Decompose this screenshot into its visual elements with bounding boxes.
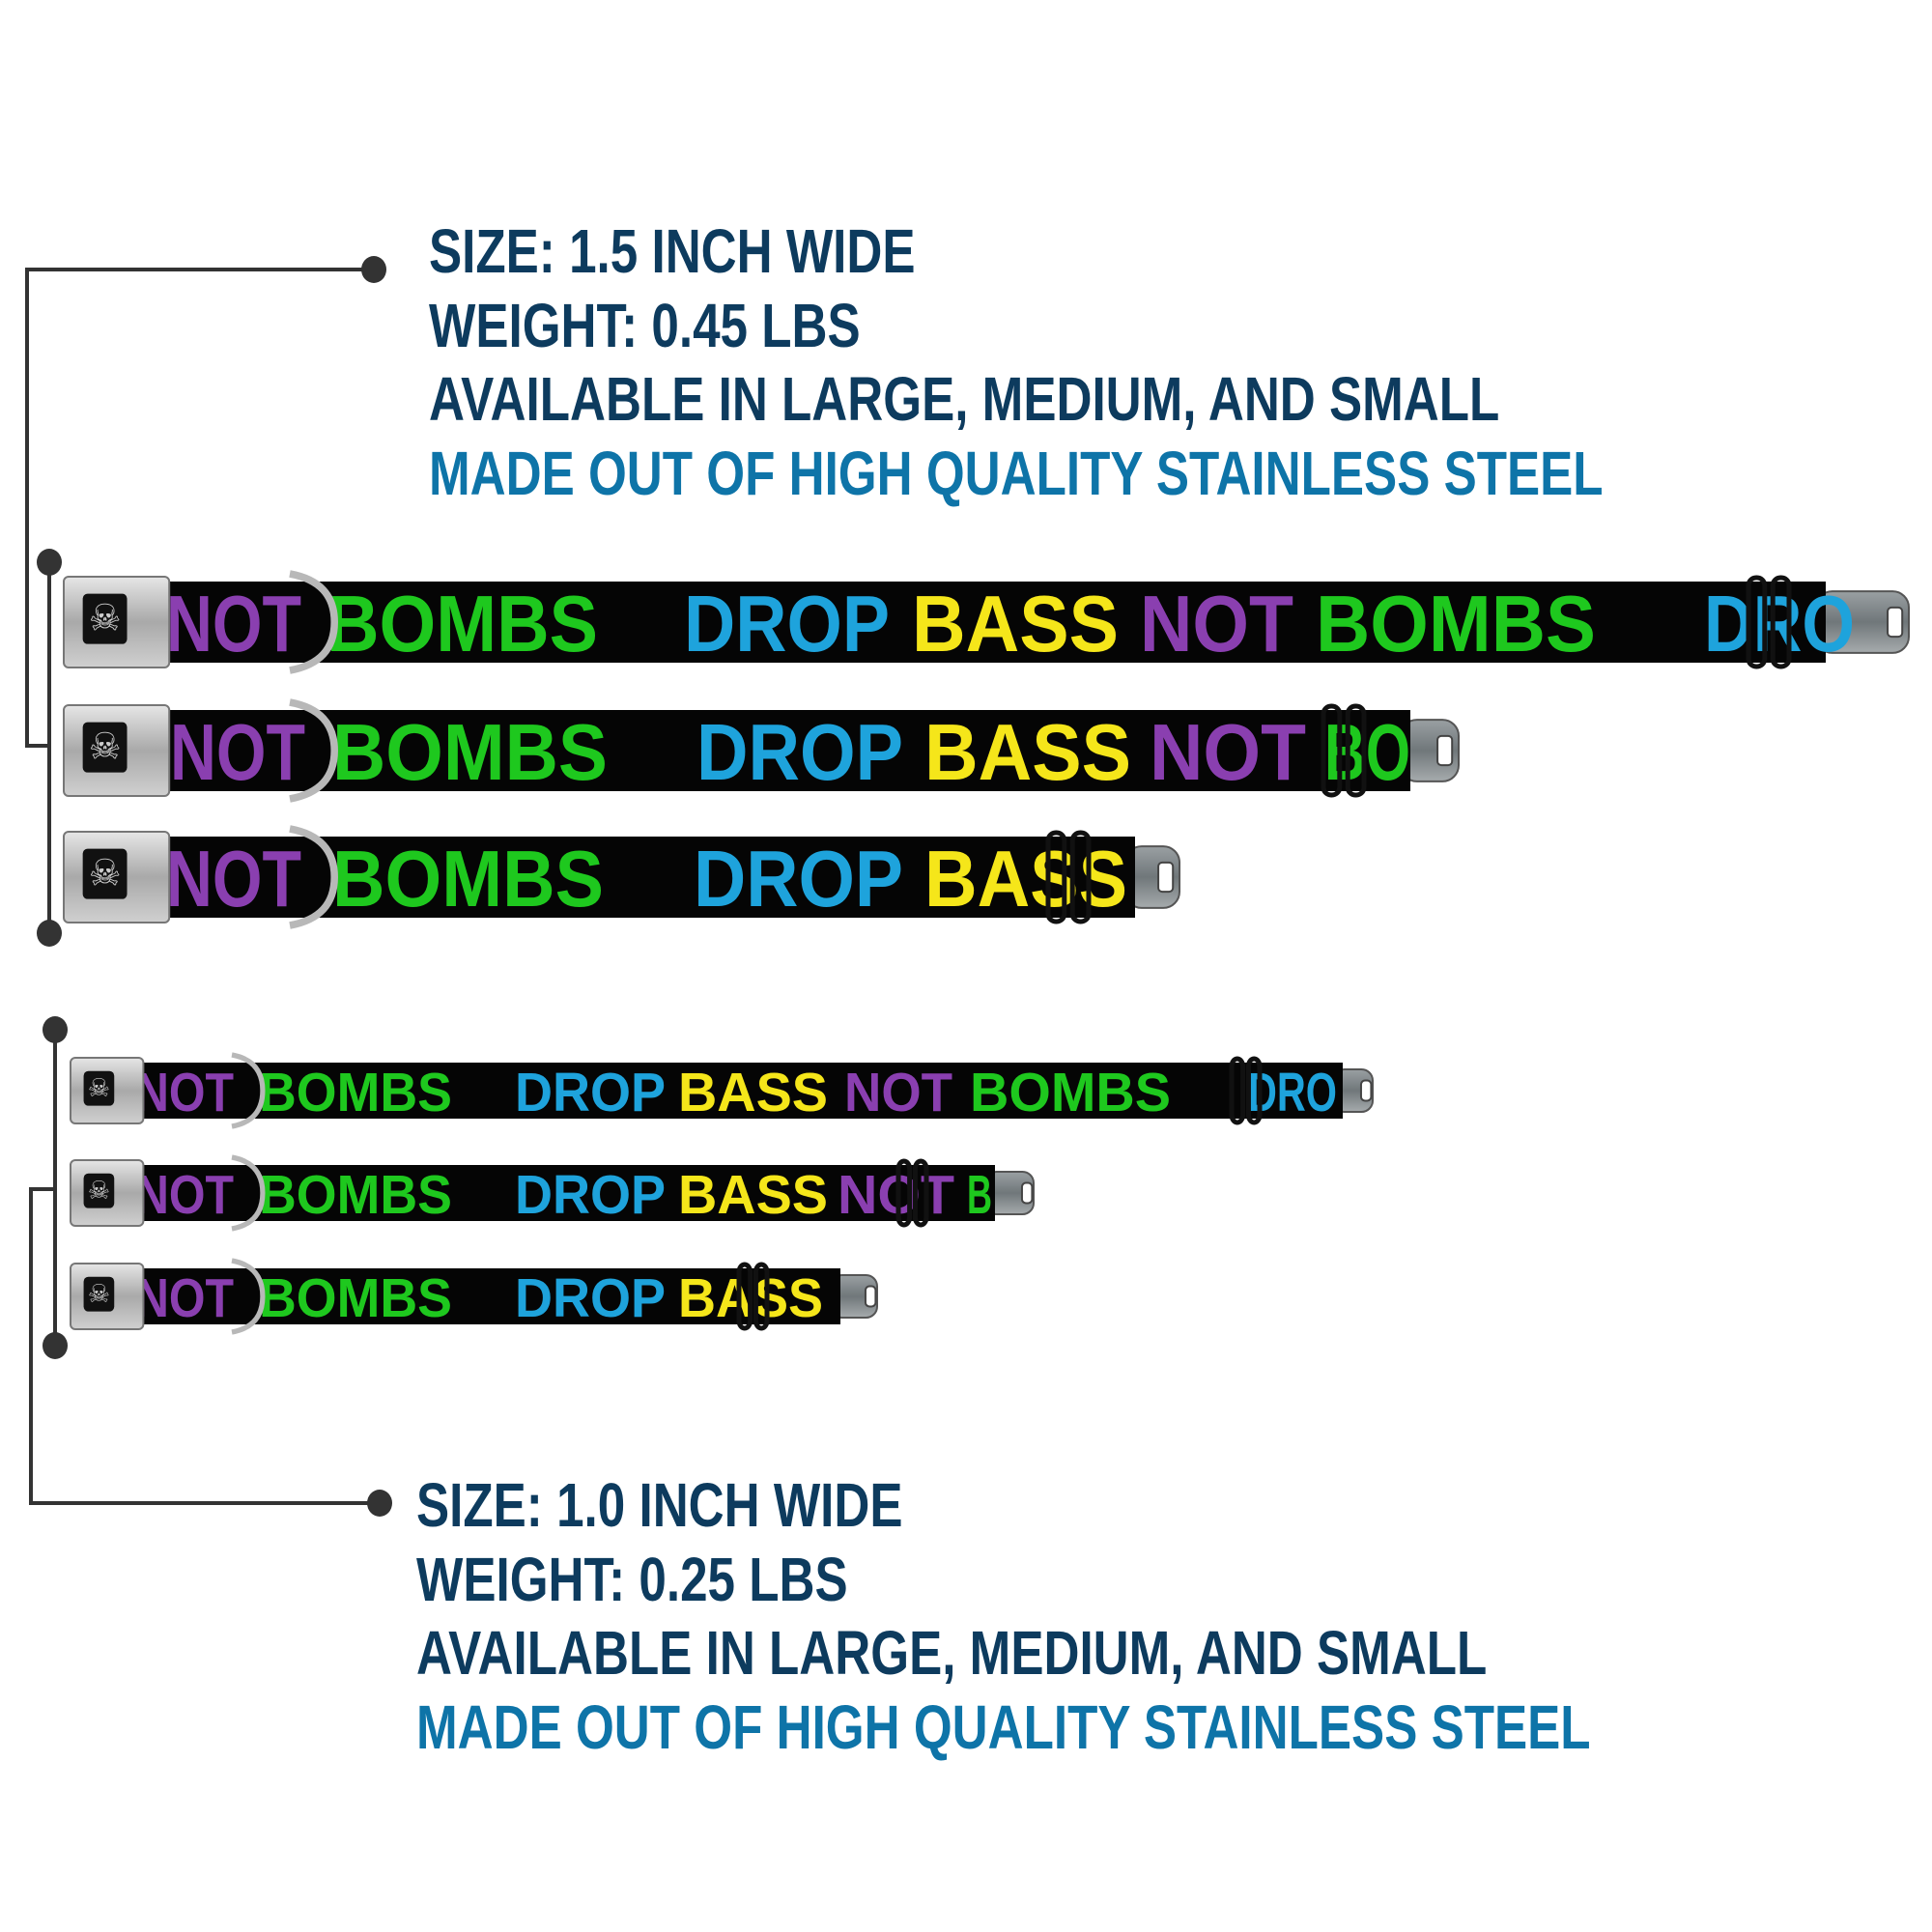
collar-print-word: NOT [166, 580, 301, 668]
top-spec-dot [361, 256, 386, 283]
tab-slot [1887, 606, 1904, 639]
spec-availability: AVAILABLE IN LARGE, MEDIUM, AND SMALL [416, 1618, 1488, 1688]
strap-keeper-loop [1245, 1056, 1263, 1125]
collar-print-word: BASS [924, 835, 1127, 923]
tab-slot [1359, 1079, 1373, 1102]
collar-print-word: NOT [1140, 580, 1293, 668]
strap-keeper-loop [1746, 575, 1768, 669]
bottom-bracket-dot-upper [43, 1016, 68, 1043]
buckle-logo-plate [83, 1173, 115, 1208]
d-ring [289, 825, 338, 929]
collar-strap [159, 710, 1411, 791]
buckle-logo-plate [83, 1070, 115, 1106]
buckle-logo-plate [83, 1276, 115, 1312]
strap-keeper-loop [895, 1158, 913, 1228]
collar-print-word: BOMBS [259, 1063, 452, 1123]
collar-strap [133, 1165, 995, 1221]
bone-icon: ☠ [88, 1074, 110, 1102]
collar-print-word: BASS [912, 580, 1119, 668]
tab-slot [1020, 1181, 1034, 1205]
spec-weight: WEIGHT: 0.45 LBS [429, 290, 861, 360]
collar-print-word: NOT [844, 1063, 952, 1123]
narrow-collar-specs: SIZE: 1.0 INCH WIDE WEIGHT: 0.25 LBS AVA… [416, 1468, 1591, 1764]
collar-print-word: BOMBS [332, 835, 604, 923]
collar-print-word: NOT [135, 1063, 234, 1123]
collar-print-word: DRO [1248, 1063, 1337, 1123]
strap-keeper-loop [1069, 830, 1092, 924]
collar-print-word: BOMBS [1316, 580, 1596, 668]
buckle-logo-plate [82, 722, 128, 773]
wide-collar-specs: SIZE: 1.5 INCH WIDE WEIGHT: 0.45 LBS AVA… [429, 214, 1604, 510]
d-ring [289, 570, 338, 674]
collar-print-word: BOMBS [259, 1165, 452, 1226]
buckle-logo-plate [82, 593, 128, 644]
bottom-connector-line [29, 1187, 380, 1505]
buckle-logo-plate [82, 848, 128, 899]
collar-15-large: NOT BOMBS DROP BASS NOT BOMBS DRO☠ [63, 570, 1910, 674]
collar-strap [133, 1268, 840, 1324]
spec-weight: WEIGHT: 0.25 LBS [416, 1544, 848, 1614]
collar-print-word: B [967, 1165, 992, 1226]
d-ring [231, 1258, 266, 1335]
collar-print-word: DROP [696, 708, 903, 797]
collar-strap [159, 837, 1135, 918]
collar-print-word: NOT [135, 1268, 234, 1329]
top-connector-line [25, 268, 374, 748]
bone-icon: ☠ [88, 1280, 110, 1308]
collar-print-word: BOMBS [970, 1063, 1171, 1123]
collar-print-word: DROP [515, 1063, 666, 1123]
collar-print-word: BOMBS [327, 580, 598, 668]
spec-size: SIZE: 1.0 INCH WIDE [416, 1470, 903, 1540]
collar-print-word: DROP [515, 1268, 666, 1329]
spec-size: SIZE: 1.5 INCH WIDE [429, 216, 916, 286]
bone-icon: ☠ [89, 853, 122, 894]
strap-keeper-loop [1321, 703, 1343, 798]
collar-10-small: NOT BOMBS DROP BASS☠ [70, 1258, 878, 1335]
strap-keeper-loop [753, 1262, 770, 1331]
collar-print-word: DROP [515, 1165, 666, 1226]
bottom-spec-dot [367, 1490, 392, 1517]
collar-print-word: NOT [1150, 708, 1306, 797]
collar-print-word: DROP [684, 580, 890, 668]
collar-10-large: NOT BOMBS DROP BASS NOT BOMBS DRO ☠ [70, 1052, 1374, 1129]
top-bracket-dot-upper [37, 549, 62, 576]
bottom-bracket-dot-lower [43, 1332, 68, 1359]
collar-15-medium: NOT BOMBS DROP BASS NOT BO☠ [63, 698, 1460, 803]
collar-strap [133, 1063, 1343, 1119]
tab-slot [1436, 734, 1454, 767]
collar-print-word: DRO [1704, 580, 1855, 668]
collar-10-medium: NOT BOMBS DROP BASS NOT B☠ [70, 1154, 1035, 1232]
collar-print-word: BASS [678, 1165, 828, 1226]
collar-print-word: DROP [694, 835, 903, 923]
top-bracket-dot-lower [37, 920, 62, 947]
strap-keeper-loop [1770, 575, 1792, 669]
d-ring [289, 698, 338, 803]
d-ring [231, 1052, 266, 1129]
tab-slot [864, 1285, 877, 1308]
strap-keeper-loop [1045, 830, 1067, 924]
tab-slot [1157, 861, 1175, 894]
collar-print-word: BOMBS [259, 1268, 452, 1329]
collar-print-word: NOT [166, 835, 301, 923]
bone-icon: ☠ [89, 598, 122, 639]
strap-keeper-loop [1345, 703, 1367, 798]
collar-print-word: BASS [678, 1063, 828, 1123]
collar-print-word: BASS [924, 708, 1131, 797]
bone-icon: ☠ [89, 726, 122, 767]
strap-keeper-loop [1229, 1056, 1246, 1125]
spec-material: MADE OUT OF HIGH QUALITY STAINLESS STEEL [429, 438, 1604, 508]
connector-lines [25, 268, 380, 1505]
collar-print-word: NOT [170, 708, 305, 797]
collar-15-small: NOT BOMBS DROP BASS ☠ [63, 825, 1180, 929]
spec-availability: AVAILABLE IN LARGE, MEDIUM, AND SMALL [429, 364, 1500, 434]
strap-keeper-loop [912, 1158, 929, 1228]
collar-print-word: BOMBS [332, 708, 608, 797]
collar-print-word: NOT [135, 1165, 234, 1226]
strap-keeper-loop [736, 1262, 753, 1331]
spec-material: MADE OUT OF HIGH QUALITY STAINLESS STEEL [416, 1691, 1591, 1762]
collar-strap [159, 582, 1827, 663]
d-ring [231, 1154, 266, 1232]
bone-icon: ☠ [88, 1177, 110, 1205]
